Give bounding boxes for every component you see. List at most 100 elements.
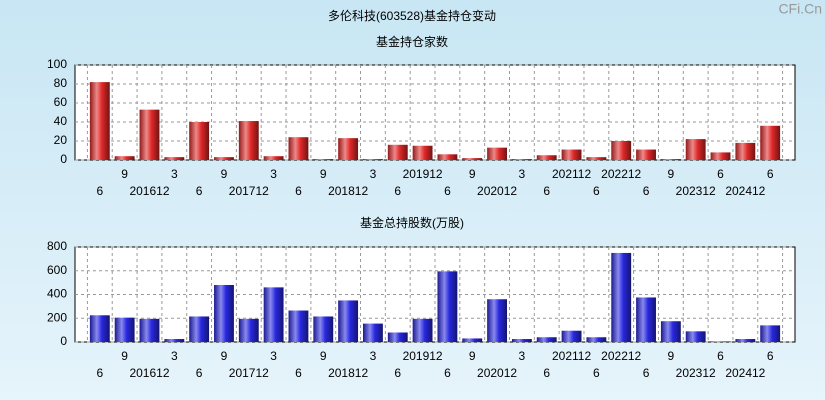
y-tick-label: 400 (47, 287, 67, 301)
x-tick-label: 3 (171, 167, 178, 181)
x-tick-label: 9 (121, 167, 128, 181)
bar (89, 315, 110, 342)
x-tick-label: 3 (370, 167, 377, 181)
bar (760, 125, 781, 160)
x-tick-label: 6 (394, 184, 401, 198)
bar (710, 341, 731, 342)
bar (561, 330, 582, 342)
bar (437, 271, 458, 342)
bar (710, 152, 731, 160)
x-tick-label: 6 (593, 184, 600, 198)
bar (760, 325, 781, 342)
bar (462, 158, 483, 160)
bar (735, 142, 756, 160)
bar (487, 299, 507, 342)
x-tick-label: 6 (643, 366, 650, 380)
x-tick-label: 201612 (129, 366, 169, 380)
bar (412, 318, 433, 342)
bar (511, 339, 532, 342)
bar (189, 316, 210, 342)
bar (387, 332, 408, 342)
x-tick-label: 201712 (229, 366, 269, 380)
x-tick-label: 202412 (725, 366, 765, 380)
bar (238, 318, 259, 342)
x-tick-label: 201812 (328, 366, 368, 380)
bar (437, 154, 458, 160)
x-tick-label: 6 (96, 366, 103, 380)
bar (660, 321, 681, 342)
x-tick-label: 6 (643, 184, 650, 198)
x-tick-label: 6 (96, 184, 103, 198)
x-tick-label: 9 (469, 167, 476, 181)
x-tick-label: 9 (320, 349, 327, 363)
y-tick-label: 200 (47, 310, 67, 324)
chart-subtitle: 基金持仓家数 (376, 34, 448, 49)
bar (338, 138, 359, 160)
x-tick-label: 6 (767, 349, 774, 363)
bar (139, 109, 160, 160)
x-tick-label: 202212 (601, 167, 641, 181)
x-tick-label: 202112 (552, 167, 591, 181)
x-tick-label: 9 (221, 167, 228, 181)
x-tick-label: 202212 (601, 349, 641, 363)
bar (412, 145, 433, 160)
x-tick-label: 9 (221, 349, 228, 363)
x-tick-label: 9 (668, 349, 675, 363)
bar (164, 157, 185, 160)
x-tick-label: 3 (519, 167, 526, 181)
y-tick-label: 60 (54, 95, 68, 109)
bar (164, 339, 185, 342)
bar (536, 337, 557, 342)
x-tick-label: 201912 (403, 349, 443, 363)
bar (685, 331, 706, 342)
bar (263, 287, 284, 342)
y-tick-label: 600 (47, 263, 67, 277)
bar (288, 137, 309, 160)
x-tick-label: 6 (717, 167, 724, 181)
bar (89, 82, 110, 160)
bar (462, 338, 483, 342)
bar (338, 300, 359, 342)
x-tick-label: 202312 (676, 184, 716, 198)
x-tick-label: 6 (444, 184, 451, 198)
bar (139, 318, 160, 342)
x-tick-label: 9 (469, 349, 476, 363)
bar (536, 155, 557, 160)
x-tick-label: 3 (171, 349, 178, 363)
x-tick-label: 3 (270, 167, 277, 181)
x-tick-label: 202012 (477, 184, 517, 198)
bar (114, 156, 135, 160)
x-tick-label: 3 (370, 349, 377, 363)
bar (387, 144, 408, 160)
bar (487, 147, 507, 160)
bar (189, 122, 210, 160)
bar (214, 285, 234, 342)
x-tick-label: 6 (444, 366, 451, 380)
x-tick-label: 6 (543, 366, 550, 380)
y-tick-label: 0 (60, 334, 67, 348)
x-tick-label: 6 (394, 366, 401, 380)
bar (288, 310, 309, 342)
x-tick-label: 6 (295, 366, 302, 380)
x-tick-label: 6 (717, 349, 724, 363)
bar (561, 149, 582, 160)
x-tick-label: 202412 (725, 184, 765, 198)
bar (636, 149, 656, 160)
bar (636, 297, 656, 342)
bar (611, 252, 632, 342)
x-tick-label: 201712 (229, 184, 269, 198)
bar (611, 141, 632, 160)
x-tick-label: 202312 (676, 366, 716, 380)
y-tick-label: 20 (54, 133, 68, 147)
bar (114, 317, 135, 342)
y-tick-label: 0 (60, 152, 67, 166)
bar (238, 121, 259, 160)
chart-title: 多伦科技(603528)基金持仓变动 (328, 8, 496, 23)
x-tick-label: 201912 (403, 167, 443, 181)
x-tick-label: 6 (295, 184, 302, 198)
bar (586, 337, 607, 342)
bar (660, 159, 681, 160)
x-tick-label: 3 (519, 349, 526, 363)
bar (511, 159, 532, 160)
